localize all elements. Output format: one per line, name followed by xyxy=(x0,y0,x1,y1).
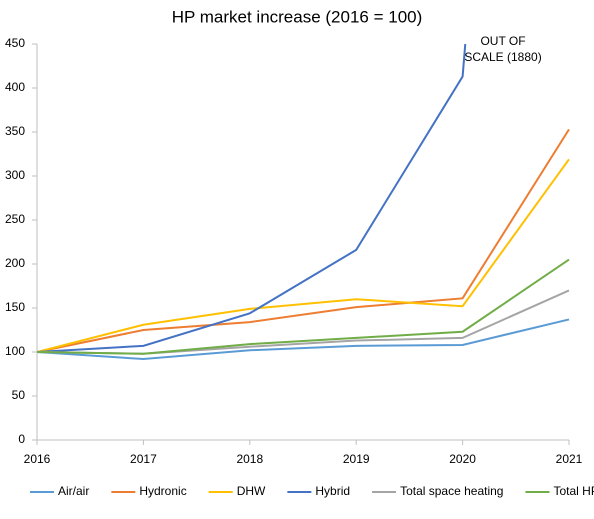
y-tick-label: 0 xyxy=(18,432,25,446)
series-line xyxy=(37,318,570,361)
y-tick-label: 50 xyxy=(12,388,26,402)
legend-label: DHW xyxy=(237,484,266,498)
y-tick-label: 150 xyxy=(5,300,25,314)
series-line xyxy=(37,44,467,353)
series-line xyxy=(37,258,570,355)
x-tick-label: 2021 xyxy=(556,452,583,466)
y-tick-label: 250 xyxy=(5,212,25,226)
x-tick-label: 2018 xyxy=(236,452,263,466)
legend-label: Hybrid xyxy=(315,484,350,498)
legend-label: Hydronic xyxy=(139,484,186,498)
chart-title: HP market increase (2016 = 100) xyxy=(172,7,423,26)
legend-label: Total space heating xyxy=(400,484,503,498)
legend-label: Air/air xyxy=(58,484,89,498)
y-tick-label: 400 xyxy=(5,80,25,94)
y-tick-label: 200 xyxy=(5,256,25,270)
y-tick-label: 350 xyxy=(5,124,25,138)
y-tick-label: 450 xyxy=(5,36,25,50)
series-line xyxy=(37,158,570,353)
x-tick-label: 2019 xyxy=(343,452,370,466)
x-tick-label: 2020 xyxy=(449,452,476,466)
y-tick-label: 300 xyxy=(5,168,25,182)
legend-label: Total HP xyxy=(553,484,594,498)
series-line xyxy=(37,128,570,353)
y-tick-label: 100 xyxy=(5,344,25,358)
x-tick-label: 2017 xyxy=(130,452,157,466)
series-line xyxy=(37,289,570,355)
x-tick-label: 2016 xyxy=(24,452,51,466)
annotation: SCALE (1880) xyxy=(464,50,541,64)
annotation: OUT OF xyxy=(480,34,525,48)
